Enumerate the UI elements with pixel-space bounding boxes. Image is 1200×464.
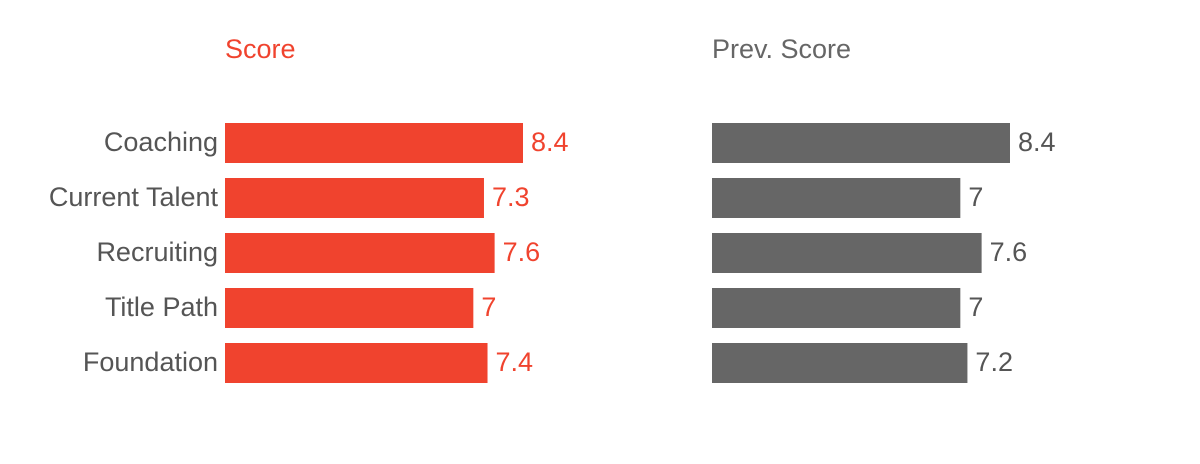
bar (712, 343, 968, 383)
value-label: 8.4 (1018, 127, 1056, 157)
bar (225, 288, 474, 328)
value-label: 8.4 (531, 127, 569, 157)
value-label: 7.3 (492, 182, 530, 212)
value-label: 7 (968, 292, 983, 322)
chart-title: Prev. Score (712, 34, 851, 64)
bar (712, 233, 982, 273)
bar (712, 288, 961, 328)
value-label: 7 (481, 292, 496, 322)
category-label: Current Talent (49, 182, 219, 212)
bar (712, 123, 1010, 163)
bar (225, 178, 484, 218)
bar (712, 178, 961, 218)
category-label: Recruiting (96, 237, 218, 267)
value-label: 7.6 (990, 237, 1028, 267)
category-label: Coaching (104, 127, 218, 157)
value-label: 7 (968, 182, 983, 212)
value-label: 7.6 (503, 237, 541, 267)
bar (225, 233, 495, 273)
value-label: 7.4 (496, 347, 534, 377)
value-label: 7.2 (975, 347, 1013, 377)
category-label: Foundation (83, 347, 218, 377)
bar (225, 343, 488, 383)
chart-title: Score (225, 34, 296, 64)
category-label: Title Path (105, 292, 218, 322)
bar (225, 123, 523, 163)
